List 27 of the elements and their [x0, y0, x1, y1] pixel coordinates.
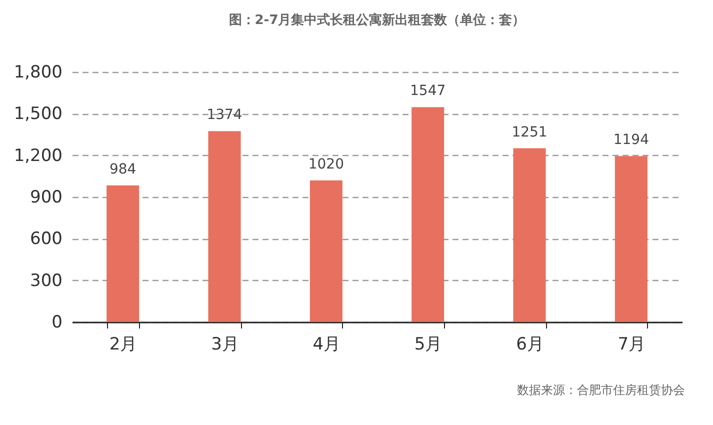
data-label: 984 — [109, 161, 136, 178]
y-tick-label: 600 — [30, 229, 62, 250]
y-tick-label: 300 — [30, 270, 62, 291]
data-label: 1251 — [512, 124, 548, 140]
data-label: 1194 — [613, 132, 650, 148]
y-tick-label: 0 — [52, 312, 62, 332]
bar — [208, 131, 241, 322]
bar — [614, 156, 648, 322]
data-label: 1547 — [410, 83, 446, 100]
chart-title: 图：2-7月集中式长租公寓新出租套数（单位：套） — [228, 12, 526, 28]
bar — [412, 107, 444, 322]
x-tick-label: 7月 — [618, 334, 646, 354]
x-tick-label: 3月 — [211, 334, 239, 354]
x-tick-label: 6月 — [516, 334, 544, 354]
x-tick-label: 2月 — [109, 334, 138, 354]
x-tick-label: 4月 — [312, 334, 341, 354]
data-label: 1374 — [206, 107, 242, 124]
y-tick-label: 1,500 — [14, 104, 62, 124]
y-tick-label: 1,200 — [14, 146, 62, 166]
data-label: 1020 — [308, 156, 344, 172]
y-tick-label: 1,800 — [14, 62, 62, 82]
bar — [310, 180, 342, 322]
source-note: 数据来源：合肥市住房租赁协会 — [517, 382, 685, 399]
bar — [106, 185, 140, 322]
x-tick-label: 5月 — [414, 334, 442, 354]
bar — [513, 148, 546, 322]
y-tick-label: 900 — [30, 188, 62, 208]
